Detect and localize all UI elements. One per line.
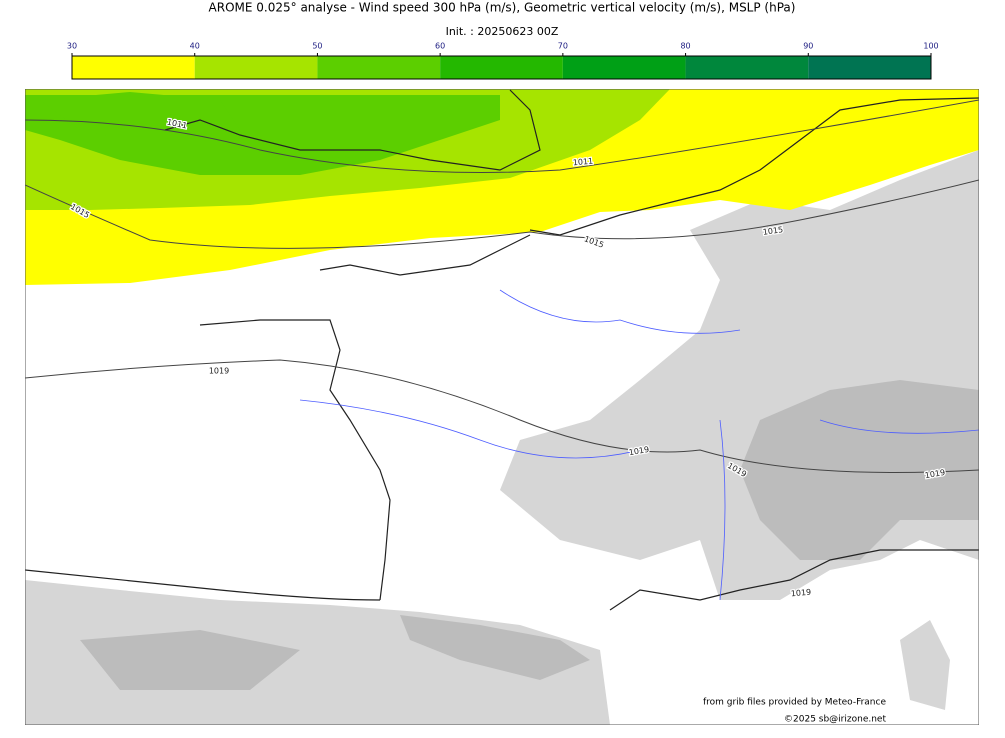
isobar-label: 1011 (572, 157, 593, 168)
colorbar-frame (71, 55, 932, 80)
river (299, 289, 979, 601)
colorbar-tick-label: 40 (190, 42, 200, 51)
colorbar-tick-label: 50 (312, 42, 322, 51)
colorbar-segment (562, 56, 686, 79)
colorbar: 30 40 50 60 70 80 90 100 (67, 42, 939, 80)
colorbar-segment (194, 56, 318, 79)
colorbar-tick-label: 80 (680, 42, 690, 51)
credit: from grib files provided by Meteo-France (703, 698, 886, 708)
init-time: Init. : 20250623 00Z (446, 25, 559, 38)
colorbar-segment (685, 56, 809, 79)
colorbar-segment (317, 56, 441, 79)
map (25, 89, 979, 725)
title: AROME 0.025° analyse - Wind speed 300 hP… (209, 1, 796, 15)
isobar-label: 1019 (790, 588, 811, 599)
colorbar-tick-label: 60 (435, 42, 445, 51)
colorbar-segment (440, 56, 563, 79)
isobar-label: 1019 (209, 367, 229, 376)
colorbar-tick-label: 70 (558, 42, 568, 51)
colorbar-segment (72, 56, 195, 79)
terrain-dark (80, 380, 979, 690)
credit: ©2025 sb@irizone.net (784, 715, 886, 725)
colorbar-tick-label: 90 (803, 42, 813, 51)
isobar-label: 1015 (762, 225, 783, 237)
wind-band (40, 92, 240, 150)
colorbar-tick-label: 30 (67, 42, 77, 51)
colorbar-segment (808, 56, 931, 79)
isobar (25, 99, 979, 473)
colorbar-tick-label: 100 (923, 42, 938, 51)
